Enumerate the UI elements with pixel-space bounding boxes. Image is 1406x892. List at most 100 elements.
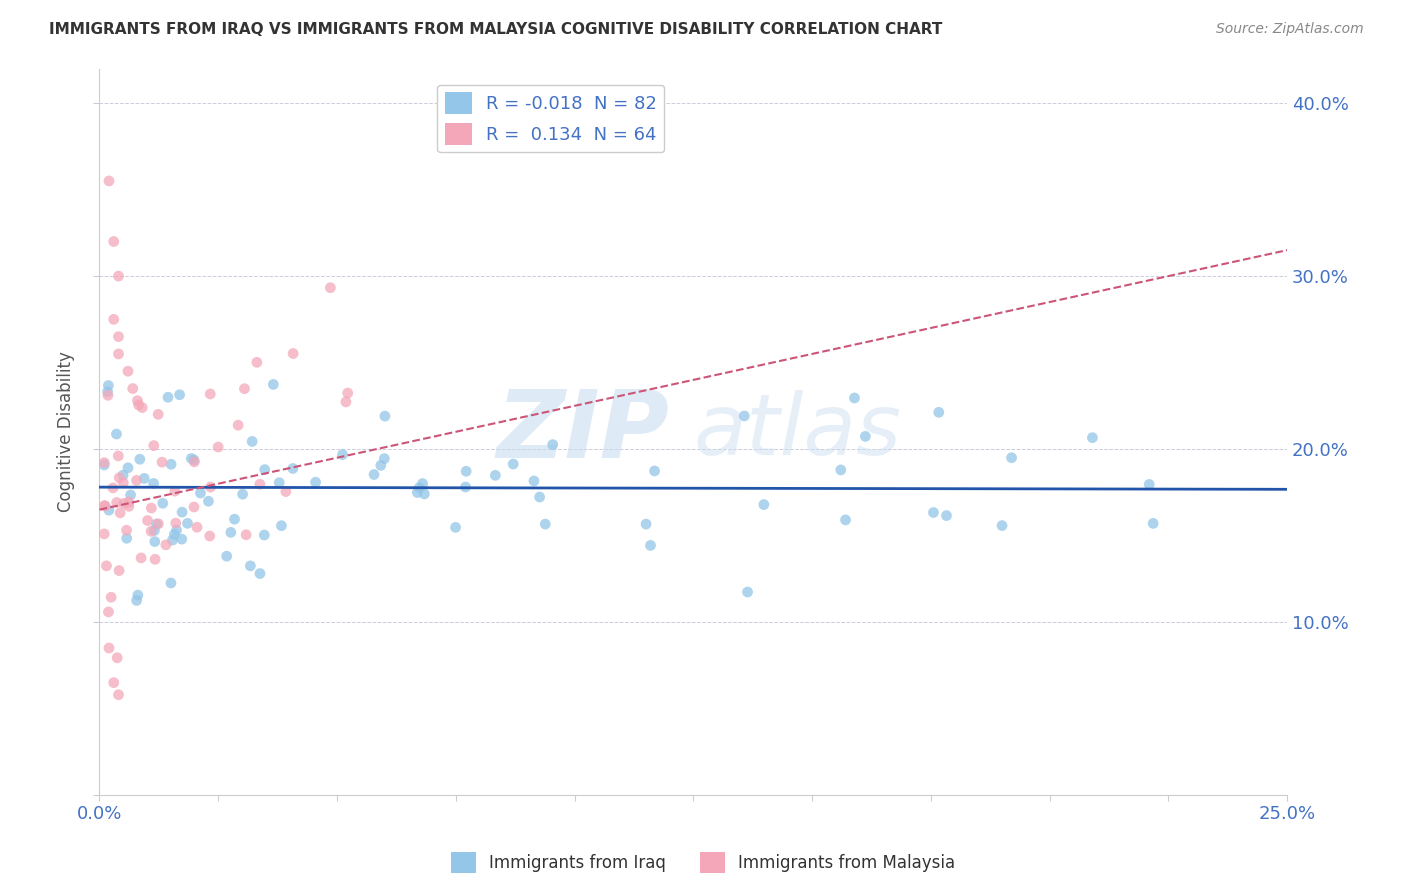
Point xyxy=(928,405,950,419)
Point xyxy=(108,471,131,485)
Text: Source: ZipAtlas.com: Source: ZipAtlas.com xyxy=(1216,22,1364,37)
Point xyxy=(336,386,359,401)
Point xyxy=(737,585,759,599)
Point xyxy=(136,514,159,528)
Point xyxy=(145,517,167,532)
Point xyxy=(844,391,866,405)
Point xyxy=(105,427,128,442)
Point xyxy=(163,527,186,541)
Point xyxy=(112,468,135,483)
Point xyxy=(165,516,187,530)
Point xyxy=(640,538,662,552)
Point xyxy=(160,576,183,591)
Point xyxy=(1137,477,1160,491)
Point xyxy=(270,518,292,533)
Point xyxy=(363,467,385,482)
Point xyxy=(118,500,141,514)
Point xyxy=(235,527,257,541)
Point xyxy=(1142,516,1164,531)
Point xyxy=(143,552,166,566)
Point xyxy=(1000,450,1022,465)
Point xyxy=(456,464,478,478)
Point xyxy=(534,517,557,532)
Point xyxy=(97,378,120,392)
Point xyxy=(183,453,205,467)
Point xyxy=(115,531,138,545)
Point xyxy=(373,451,395,466)
Point xyxy=(139,524,162,539)
Point xyxy=(1081,431,1104,445)
Point xyxy=(150,455,173,469)
Point xyxy=(169,388,191,402)
Point xyxy=(96,558,118,573)
Point xyxy=(107,329,129,343)
Point xyxy=(127,393,149,408)
Point xyxy=(249,477,271,491)
Point xyxy=(97,503,120,517)
Point xyxy=(502,457,524,471)
Point xyxy=(97,388,120,402)
Point xyxy=(160,458,183,472)
Point xyxy=(97,384,120,399)
Point xyxy=(484,468,506,483)
Point xyxy=(125,474,148,488)
Point xyxy=(125,593,148,607)
Point xyxy=(134,471,156,485)
Point xyxy=(93,458,115,472)
Point xyxy=(143,524,166,538)
Point xyxy=(412,476,434,491)
Point xyxy=(100,591,122,605)
Point xyxy=(105,495,128,509)
Point xyxy=(127,588,149,602)
Point xyxy=(97,605,120,619)
Legend: R = -0.018  N = 82, R =  0.134  N = 64: R = -0.018 N = 82, R = 0.134 N = 64 xyxy=(437,85,664,153)
Point xyxy=(253,528,276,542)
Point xyxy=(523,474,546,488)
Point xyxy=(117,364,139,378)
Point xyxy=(269,475,291,490)
Point xyxy=(239,558,262,573)
Point xyxy=(834,513,856,527)
Point xyxy=(233,382,256,396)
Point xyxy=(335,395,357,409)
Point xyxy=(180,451,202,466)
Point xyxy=(200,480,222,494)
Point xyxy=(128,398,150,412)
Point xyxy=(207,440,229,454)
Point xyxy=(249,566,271,581)
Point xyxy=(117,460,139,475)
Point xyxy=(121,382,143,396)
Point xyxy=(93,456,115,470)
Point xyxy=(101,481,124,495)
Point xyxy=(246,355,269,369)
Point xyxy=(332,448,354,462)
Point xyxy=(93,499,115,513)
Point xyxy=(112,475,135,490)
Point xyxy=(98,174,121,188)
Point xyxy=(262,377,284,392)
Point xyxy=(186,520,208,534)
Point xyxy=(107,269,129,284)
Point xyxy=(94,499,117,513)
Point xyxy=(142,476,165,491)
Point xyxy=(853,429,876,443)
Point xyxy=(454,480,477,494)
Point xyxy=(112,496,135,510)
Point xyxy=(541,437,564,451)
Point xyxy=(163,484,186,499)
Point xyxy=(128,452,150,467)
Text: atlas: atlas xyxy=(693,391,901,474)
Point xyxy=(98,640,121,655)
Point xyxy=(240,434,263,449)
Point xyxy=(115,523,138,537)
Point xyxy=(644,464,666,478)
Point xyxy=(922,506,945,520)
Point xyxy=(170,505,193,519)
Point xyxy=(166,523,188,537)
Point xyxy=(830,463,852,477)
Point xyxy=(444,520,467,534)
Point xyxy=(281,346,304,360)
Legend: Immigrants from Iraq, Immigrants from Malaysia: Immigrants from Iraq, Immigrants from Ma… xyxy=(444,846,962,880)
Point xyxy=(108,506,131,520)
Point xyxy=(170,532,193,546)
